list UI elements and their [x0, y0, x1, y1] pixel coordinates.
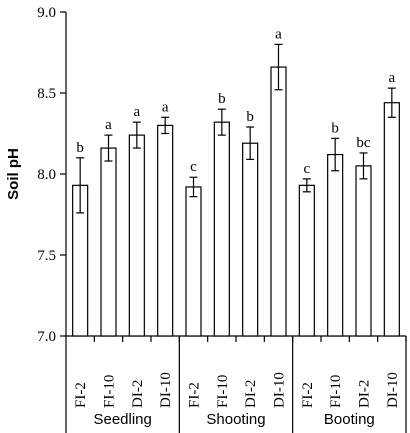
significance-label: a [388, 70, 395, 86]
x-tick-label: DI-10 [272, 372, 288, 408]
y-axis-title: Soil pH [5, 148, 22, 200]
significance-label: c [303, 161, 310, 177]
significance-label: a [133, 104, 140, 120]
y-tick-label: 8.0 [37, 167, 56, 183]
significance-label: a [275, 26, 282, 42]
group-label: Shooting [206, 411, 265, 428]
significance-label: a [162, 99, 169, 115]
y-tick-label: 7.5 [37, 248, 56, 264]
x-tick-label: DI-2 [130, 380, 146, 408]
plot-area: 7.0 7.5 8.0 8.5 9.0 b FI-2 a FI-10 a DI-2 a DI-10 See… [37, 5, 407, 433]
bar [383, 102, 400, 337]
bar [327, 153, 344, 337]
y-tick-label: 7.0 [37, 329, 56, 345]
significance-label: b [76, 140, 84, 156]
x-tick-label: DI-10 [385, 372, 401, 408]
group-label: Booting [324, 411, 375, 428]
significance-label: b [218, 91, 226, 107]
x-tick-label: FI-10 [215, 375, 231, 408]
bar [185, 186, 202, 337]
bar [242, 142, 259, 337]
x-tick-label: FI-10 [328, 375, 344, 408]
x-tick-label: FI-2 [300, 382, 316, 408]
x-tick-label: DI-10 [158, 372, 174, 408]
significance-label: c [190, 159, 197, 175]
x-tick-label: DI-2 [357, 380, 373, 408]
bar [298, 184, 315, 337]
significance-label: a [105, 117, 112, 133]
bar [355, 165, 372, 337]
significance-label: b [331, 120, 339, 136]
bar [100, 147, 117, 337]
bar [128, 134, 145, 337]
bar [213, 121, 230, 337]
significance-label: b [246, 109, 254, 125]
significance-label: bc [356, 135, 371, 151]
x-tick-label: FI-2 [73, 382, 89, 408]
x-tick-label: FI-2 [187, 382, 203, 408]
x-tick-label: DI-2 [243, 380, 259, 408]
x-tick-label: FI-10 [102, 375, 118, 408]
bar [157, 124, 174, 337]
bar [270, 66, 287, 337]
group-label: Seedling [93, 411, 151, 428]
y-tick-label: 8.5 [37, 86, 56, 102]
y-tick-label: 9.0 [37, 5, 56, 21]
